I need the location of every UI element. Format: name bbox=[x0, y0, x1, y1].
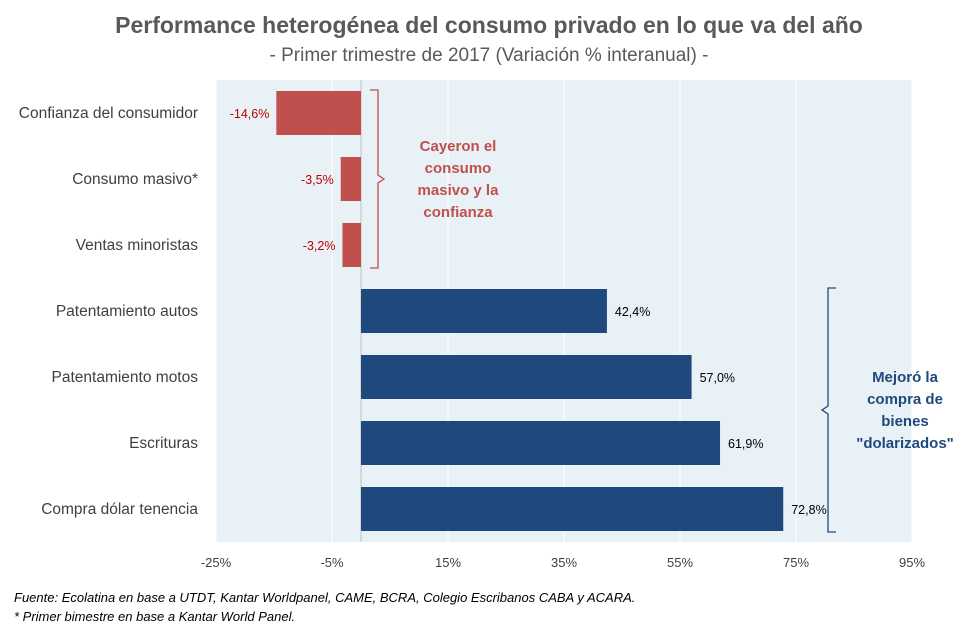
annotation-text: consumo bbox=[425, 160, 492, 177]
value-label: 61,9% bbox=[728, 437, 763, 451]
category-label: Patentamiento motos bbox=[52, 369, 199, 386]
value-label: 72,8% bbox=[791, 503, 826, 517]
bar bbox=[361, 421, 721, 465]
value-label: -14,6% bbox=[230, 107, 270, 121]
chart-title: Performance heterogénea del consumo priv… bbox=[115, 12, 863, 38]
category-label: Ventas minoristas bbox=[76, 237, 199, 254]
category-label: Confianza del consumidor bbox=[19, 105, 198, 122]
category-label: Compra dólar tenencia bbox=[41, 501, 198, 518]
annotation-bracket bbox=[820, 287, 836, 533]
annotation-text: Mejoró la bbox=[872, 369, 939, 386]
source-footnote: Fuente: Ecolatina en base a UTDT, Kantar… bbox=[14, 590, 636, 605]
annotation-text: Cayeron el bbox=[420, 138, 497, 155]
annotation-bracket bbox=[370, 89, 386, 269]
bimester-footnote: * Primer bimestre en base a Kantar World… bbox=[14, 609, 296, 624]
category-label: Patentamiento autos bbox=[56, 303, 198, 320]
annotation-text: compra de bbox=[867, 391, 943, 408]
category-label: Consumo masivo* bbox=[72, 171, 198, 188]
value-label: 42,4% bbox=[615, 305, 650, 319]
x-tick-label: -25% bbox=[201, 555, 232, 570]
x-tick-label: 55% bbox=[667, 555, 693, 570]
value-label: -3,2% bbox=[303, 239, 336, 253]
bar bbox=[361, 355, 692, 399]
x-tick-label: 35% bbox=[551, 555, 577, 570]
annotation-text: masivo y la bbox=[418, 182, 500, 199]
x-tick-label: -5% bbox=[320, 555, 344, 570]
x-tick-label: 95% bbox=[899, 555, 925, 570]
x-tick-label: 75% bbox=[783, 555, 809, 570]
x-tick-label: 15% bbox=[435, 555, 461, 570]
bar bbox=[342, 223, 361, 267]
category-label: Escrituras bbox=[129, 435, 198, 452]
value-label: -3,5% bbox=[301, 173, 334, 187]
annotation-text: bienes bbox=[881, 413, 929, 430]
annotation-text: confianza bbox=[423, 204, 493, 221]
value-label: 57,0% bbox=[700, 371, 735, 385]
bar bbox=[361, 487, 784, 531]
bar bbox=[340, 157, 361, 201]
bar bbox=[276, 91, 361, 135]
annotation-text: "dolarizados" bbox=[856, 435, 954, 452]
chart-subtitle: - Primer trimestre de 2017 (Variación % … bbox=[269, 45, 709, 66]
bar bbox=[361, 289, 607, 333]
